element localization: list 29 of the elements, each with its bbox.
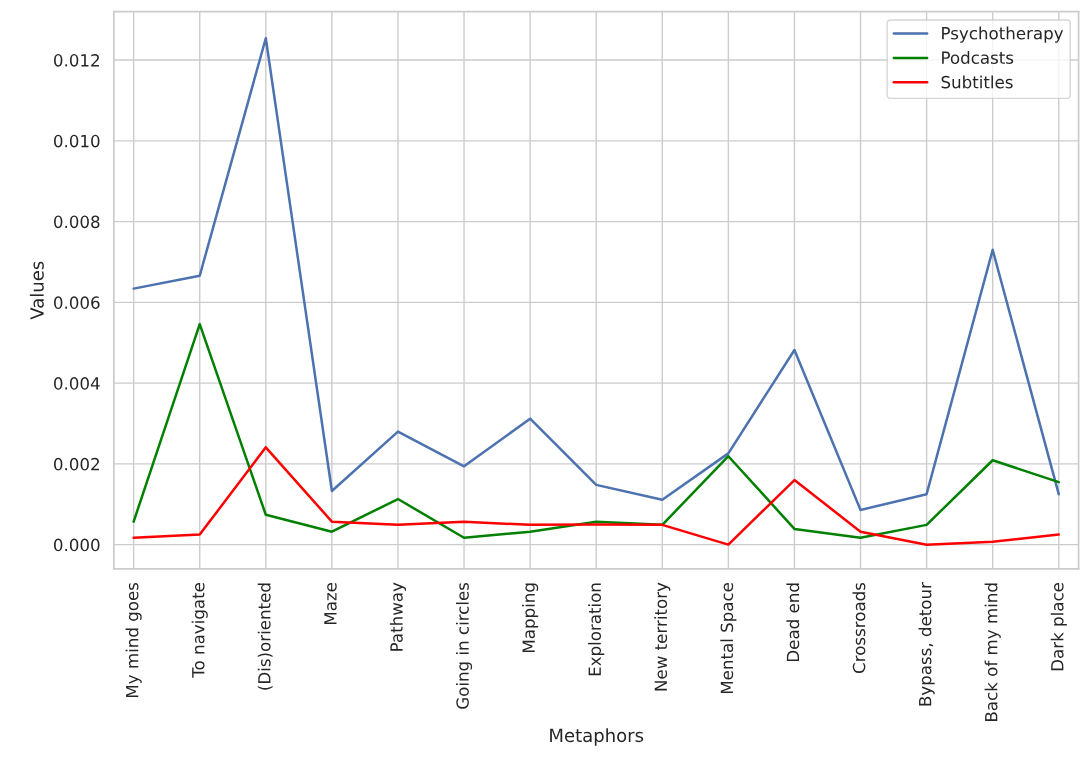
x-tick-label: To navigate xyxy=(191,582,208,678)
x-tick-label: Exploration xyxy=(588,583,605,676)
x-tick-label: New territory xyxy=(654,582,671,691)
x-tick-label: (Dis)oriented xyxy=(257,583,273,690)
x-tick-label: Crossroads xyxy=(852,582,866,673)
y-tick-label: 0.008 xyxy=(54,215,100,229)
y-tick-label: 0.010 xyxy=(54,134,100,148)
y-tick-label: 0.004 xyxy=(54,377,100,390)
x-tick-label: Dark place xyxy=(1050,582,1067,671)
x-tick-label: Pathway xyxy=(389,582,407,651)
x-tick-label: My mind goes xyxy=(125,582,142,698)
y-tick-label: 0.000 xyxy=(54,538,100,552)
x-tick-label: Bypass, detour xyxy=(918,582,935,706)
x-tick-label: Mapping xyxy=(522,583,539,652)
line-series xyxy=(132,446,1061,546)
line-series xyxy=(132,322,1061,540)
x-tick-label: Going in circles xyxy=(455,582,473,709)
y-tick-label: 0.006 xyxy=(54,296,100,309)
x-tick-label: Mental Space xyxy=(720,582,737,694)
legend-label: Subtitles xyxy=(941,75,1013,89)
y-axis-title: Values xyxy=(29,261,44,320)
x-tick-label: Dead end xyxy=(786,583,800,662)
x-tick-label: Back of my mind xyxy=(984,583,1001,721)
y-tick-label: 0.012 xyxy=(54,54,99,67)
x-tick-label: Maze xyxy=(324,582,337,625)
legend-label: Podcasts xyxy=(942,51,1014,64)
legend-label: Psychotherapy xyxy=(942,26,1064,43)
x-axis-title: Metaphors xyxy=(550,728,644,746)
y-tick-label: 0.002 xyxy=(54,457,99,471)
